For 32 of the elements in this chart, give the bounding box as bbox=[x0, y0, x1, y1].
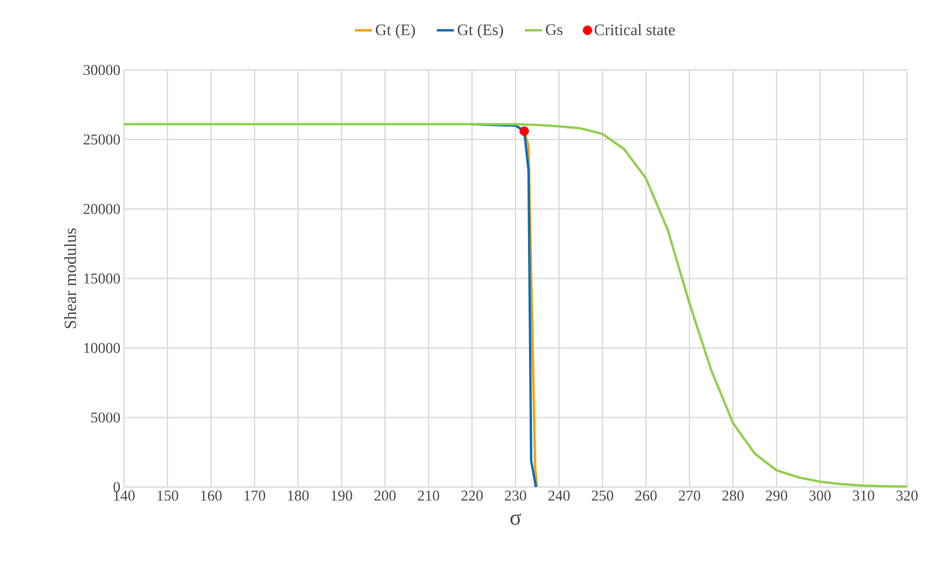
y-axis-title: Shear modulus bbox=[64, 228, 76, 328]
x-tick-label: 240 bbox=[548, 490, 570, 501]
x-tick-label: 230 bbox=[504, 490, 526, 501]
x-tick-label: 300 bbox=[809, 490, 831, 501]
y-tick-label: 20000 bbox=[84, 204, 120, 214]
x-tick-label: 150 bbox=[158, 490, 178, 501]
x-tick-label: 220 bbox=[461, 490, 483, 501]
y-tick-label: 5000 bbox=[91, 412, 120, 423]
x-axis-title: σ bbox=[510, 514, 522, 525]
legend-label: Gs bbox=[546, 24, 562, 35]
x-tick-label: 160 bbox=[201, 490, 222, 501]
x-tick-label: 140 bbox=[114, 490, 135, 501]
x-tick-label: 210 bbox=[418, 490, 440, 501]
y-tick-label: 0 bbox=[114, 482, 120, 492]
x-tick-label: 200 bbox=[374, 490, 396, 501]
x-tick-label: 180 bbox=[288, 490, 309, 501]
x-tick-label: 320 bbox=[896, 490, 918, 501]
x-tick-label: 170 bbox=[244, 490, 266, 501]
y-tick-label: 30000 bbox=[84, 64, 120, 76]
x-tick-label: 270 bbox=[678, 490, 700, 501]
x-tick-label: 290 bbox=[766, 490, 788, 501]
legend-label: Gt (Es) bbox=[458, 24, 504, 39]
legend-label: Gt (E) bbox=[376, 24, 415, 39]
y-tick-label: 10000 bbox=[84, 342, 120, 354]
x-tick-label: 260 bbox=[635, 490, 657, 501]
x-tick-label: 250 bbox=[592, 490, 614, 501]
x-tick-label: 280 bbox=[722, 490, 744, 501]
y-tick-label: 15000 bbox=[84, 273, 120, 284]
y-tick-label: 25000 bbox=[84, 134, 120, 145]
x-tick-label: 190 bbox=[332, 490, 352, 501]
legend-label: Critical state bbox=[594, 24, 675, 36]
x-tick-label: 310 bbox=[852, 490, 874, 501]
